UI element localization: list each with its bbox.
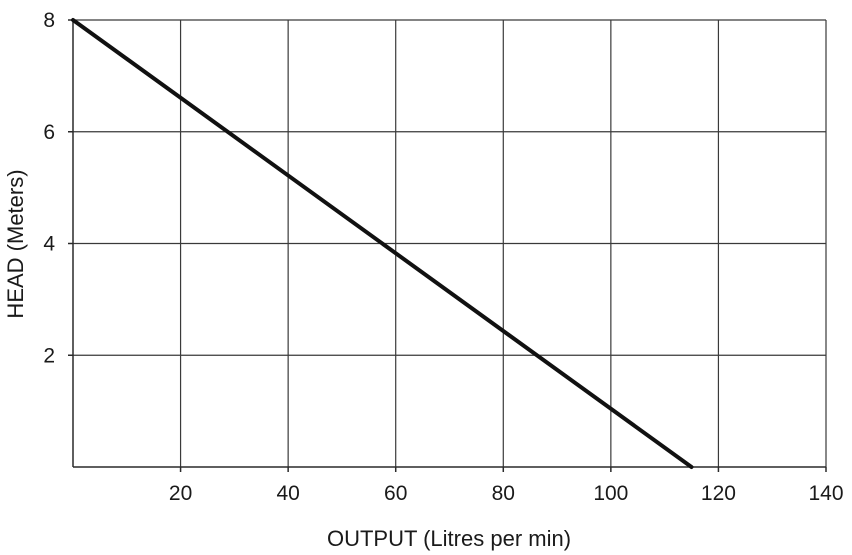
y-tick-label: 4	[43, 233, 55, 256]
x-tick-labels: 20 40 60 80 100 120 140	[169, 482, 844, 505]
grid-lines	[73, 19, 827, 467]
y-axis-title: HEAD (Meters)	[3, 169, 28, 318]
x-tick-label: 140	[808, 482, 843, 505]
chart-axes	[68, 19, 827, 472]
y-tick-label: 8	[43, 9, 55, 32]
data-series	[71, 18, 694, 469]
x-axis-title: OUTPUT (Litres per min)	[327, 526, 571, 551]
x-tick-label: 80	[492, 482, 515, 505]
head-output-line	[71, 18, 694, 469]
x-tick-label: 60	[384, 482, 407, 505]
x-tick-label: 20	[169, 482, 192, 505]
x-tick-label: 120	[701, 482, 736, 505]
x-tick-label: 100	[593, 482, 628, 505]
x-tick-label: 40	[276, 482, 299, 505]
y-tick-label: 6	[43, 121, 55, 144]
y-tick-labels: 2 4 6 8	[43, 9, 55, 367]
y-tick-label: 2	[43, 344, 55, 367]
